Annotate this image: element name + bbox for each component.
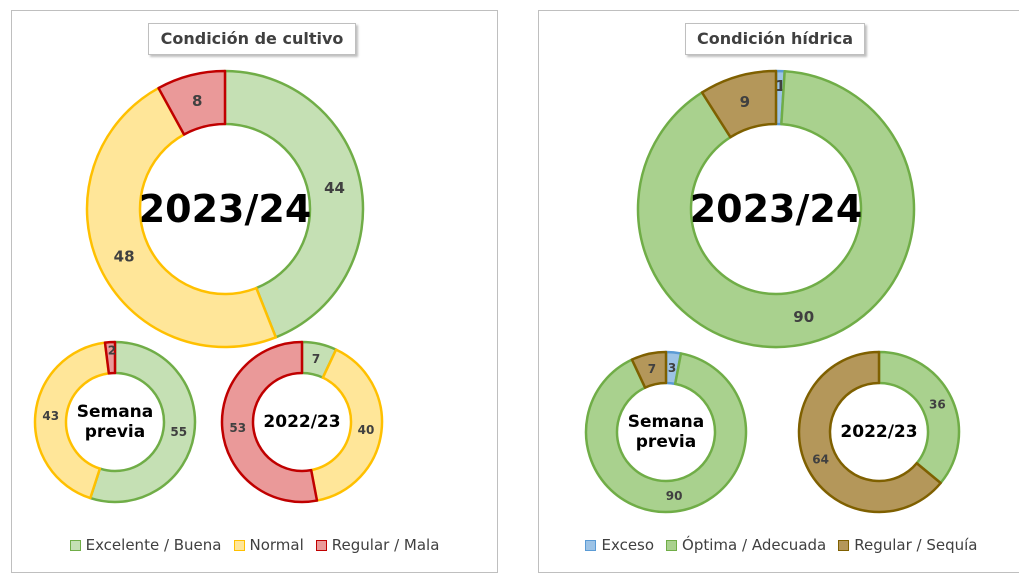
data-label: 90	[666, 489, 683, 503]
legend-label: Exceso	[601, 536, 655, 554]
panel-title: Condición hídrica	[685, 23, 865, 55]
donut-2022-23: 36 64 2022/23	[797, 350, 961, 514]
legend-label: Óptima / Adecuada	[682, 536, 827, 554]
center-label: 2023/24	[690, 187, 863, 231]
legend-label: Regular / Sequía	[854, 536, 978, 554]
legend-swatch	[666, 539, 678, 551]
legend-swatch	[69, 539, 81, 551]
data-label: 2	[108, 344, 116, 358]
legend-item-optima-adecuada: Óptima / Adecuada	[666, 536, 826, 554]
legend-label: Regular / Mala	[331, 536, 440, 554]
data-label: 48	[114, 247, 135, 265]
data-label: 40	[358, 423, 375, 437]
donut-2023-24: 44 48 8 2023/24	[85, 69, 365, 349]
legend: Excelente / Buena Normal Regular / Mala	[12, 531, 497, 559]
data-label: 55	[170, 425, 187, 439]
data-label: 64	[812, 452, 829, 466]
slice-optima-adecuada	[584, 352, 748, 514]
donut-semana-previa: 3 90 7 Semana previa	[584, 350, 748, 514]
slice-normal	[85, 86, 278, 349]
legend: Exceso Óptima / Adecuada Regular / Sequí…	[539, 531, 1019, 559]
center-label: 2022/23	[263, 412, 340, 432]
legend-label: Normal	[249, 536, 304, 554]
legend-swatch	[233, 539, 245, 551]
data-label: 43	[42, 409, 59, 423]
donut-2023-24: 1 90 9 2023/24	[636, 69, 916, 349]
legend-swatch	[838, 539, 850, 551]
legend-item-regular-mala: Regular / Mala	[315, 536, 440, 554]
water-condition-panel: Condición hídrica 1 90 9 2023/24 3 90 7 Semana p…	[538, 10, 1019, 573]
center-label: 2023/24	[139, 187, 312, 231]
data-label: 8	[192, 92, 202, 110]
data-label: 9	[740, 93, 750, 111]
legend-label: Excelente / Buena	[85, 536, 222, 554]
crop-condition-panel: Condición de cultivo 44 48 8 2023/24 55 43 2 Se…	[11, 10, 498, 573]
slice-regular-mala	[220, 340, 319, 504]
panel-title: Condición de cultivo	[148, 23, 356, 55]
data-label: 3	[668, 361, 676, 375]
center-label: Semana previa	[628, 412, 705, 452]
slice-excelente-buena	[89, 340, 197, 504]
donut-2022-23: 7 40 53 2022/23	[220, 340, 384, 504]
legend-swatch	[585, 539, 597, 551]
center-label: 2022/23	[840, 422, 917, 442]
data-label: 53	[229, 421, 246, 435]
slice-regular-sequia	[630, 350, 668, 389]
slice-optima-adecuada	[636, 70, 916, 349]
data-label: 7	[312, 352, 320, 366]
legend-item-exceso: Exceso	[585, 536, 654, 554]
slice-regular-mala	[103, 340, 117, 375]
slice-excelente-buena	[223, 69, 365, 339]
data-label: 44	[324, 179, 345, 197]
legend-item-regular-sequia: Regular / Sequía	[838, 536, 978, 554]
data-label: 90	[793, 308, 814, 326]
legend-item-excelente-buena: Excelente / Buena	[69, 536, 222, 554]
data-label: 36	[929, 398, 946, 412]
water-condition-charts: 1 90 9 2023/24 3 90 7 Semana previa 36 64 2022/23	[584, 69, 961, 514]
donut-semana-previa: 55 43 2 Semana previa	[33, 340, 197, 504]
data-label: 7	[648, 362, 656, 376]
slice-regular-mala	[157, 69, 227, 136]
slice-regular-sequia	[700, 69, 778, 139]
center-label: Semana previa	[77, 402, 154, 442]
legend-item-normal: Normal	[233, 536, 304, 554]
slice-optima-adecuada	[877, 350, 961, 485]
crop-condition-charts: 44 48 8 2023/24 55 43 2 Semana previa 7 40 53 2022/2…	[33, 69, 384, 504]
slice-normal	[33, 341, 111, 500]
data-label: 1	[775, 77, 785, 95]
slice-normal	[309, 348, 384, 502]
legend-swatch	[315, 539, 327, 551]
slice-regular-sequia	[797, 350, 942, 514]
